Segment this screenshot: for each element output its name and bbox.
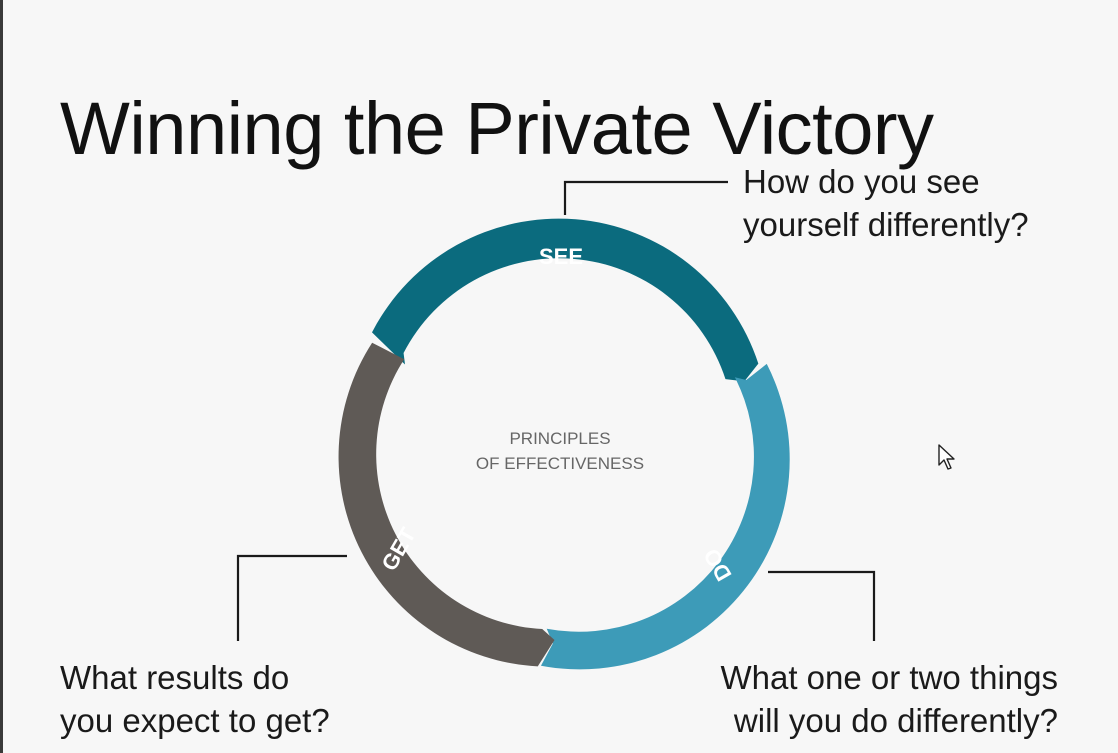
center-caption-line-2: OF EFFECTIVENESS — [475, 454, 645, 473]
slide-left-border — [0, 0, 3, 753]
see-callout-line — [563, 180, 728, 215]
do-question-line-1: What one or two things — [720, 659, 1058, 696]
see-question-line-1: How do you see — [743, 163, 980, 200]
center-caption-line-1: PRINCIPLES — [509, 429, 611, 448]
slide-title: Winning the Private Victory — [60, 86, 934, 170]
get-question: What results do you expect to get? — [60, 656, 330, 742]
see-question-line-2: yourself differently? — [743, 206, 1029, 243]
do-question-line-2: will you do differently? — [733, 702, 1058, 739]
see-segment — [372, 218, 759, 382]
get-question-line-1: What results do — [60, 659, 290, 696]
do-callout-line — [768, 570, 876, 641]
see-label: SEE — [539, 244, 583, 269]
mouse-pointer-icon — [938, 444, 955, 470]
do-question: What one or two things will you do diffe… — [670, 656, 1058, 742]
get-segment — [338, 342, 555, 667]
cycle-center-caption: PRINCIPLES OF EFFECTIVENESS — [440, 426, 680, 476]
get-question-line-2: you expect to get? — [60, 702, 330, 739]
do-segment — [540, 363, 790, 670]
see-question: How do you see yourself differently? — [743, 160, 1029, 246]
get-callout-line — [236, 554, 347, 641]
